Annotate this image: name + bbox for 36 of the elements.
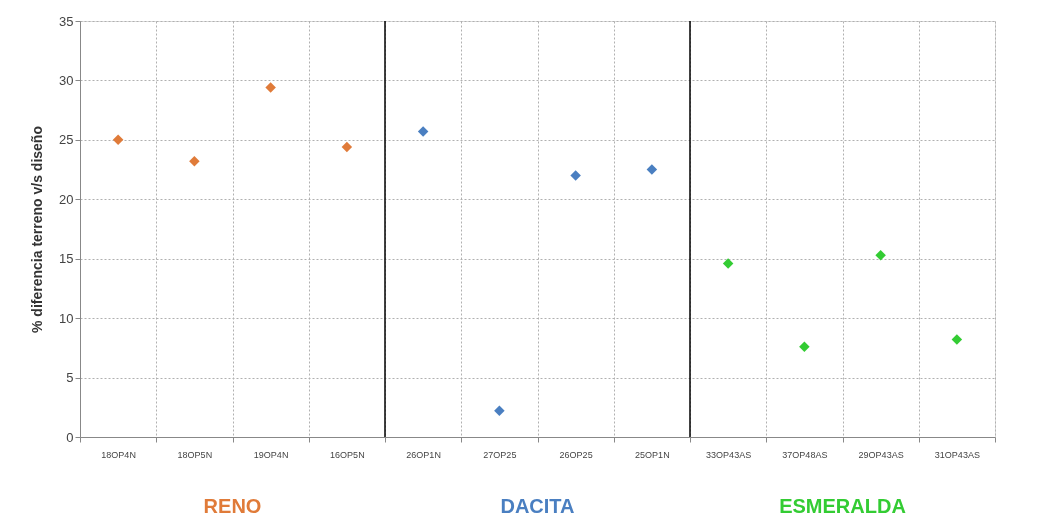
text: DACITA bbox=[500, 495, 575, 517]
x-tick-label: 16OP5N bbox=[330, 449, 365, 460]
point bbox=[646, 164, 658, 175]
y-tick-label: 5 bbox=[66, 370, 74, 386]
point bbox=[189, 156, 200, 167]
x-tick-label: 37OP48AS bbox=[782, 449, 828, 460]
text: ESMERALDA bbox=[779, 495, 906, 517]
y-tick-label: 25 bbox=[59, 132, 74, 148]
x-tick-label: 27OP25 bbox=[483, 449, 517, 460]
x-tick-label: 18OP4N bbox=[101, 449, 136, 460]
point bbox=[112, 134, 124, 146]
x-tick-label: 26OP1N bbox=[406, 449, 441, 460]
point bbox=[494, 405, 505, 417]
point bbox=[875, 249, 886, 261]
point bbox=[722, 258, 734, 269]
point bbox=[341, 141, 353, 153]
y-tick-label: 10 bbox=[59, 310, 74, 326]
point bbox=[951, 334, 963, 345]
y-tick-label: 15 bbox=[59, 251, 74, 267]
y-tick-label: 20 bbox=[59, 191, 74, 207]
y-tick-label: 35 bbox=[59, 13, 74, 29]
x-tick-label: 18OP5N bbox=[177, 449, 213, 460]
y-tick-label: 30 bbox=[59, 72, 74, 88]
x-tick-label: 29OP43AS bbox=[858, 449, 904, 460]
point bbox=[417, 126, 429, 137]
x-tick-label: 33OP43AS bbox=[706, 449, 752, 460]
point bbox=[799, 341, 810, 352]
x-tick-label: 26OP25 bbox=[559, 449, 593, 460]
point bbox=[570, 170, 581, 181]
x-tick-label: 25OP1N bbox=[635, 449, 670, 460]
text: RENO bbox=[203, 495, 262, 517]
y-axis-title: % diferencia terreno v/s diseño bbox=[29, 126, 46, 333]
y-tick-label: 0 bbox=[66, 429, 74, 445]
point bbox=[265, 82, 276, 93]
x-tick-label: 31OP43AS bbox=[934, 449, 980, 460]
x-tick-label: 19OP4N bbox=[253, 449, 289, 460]
